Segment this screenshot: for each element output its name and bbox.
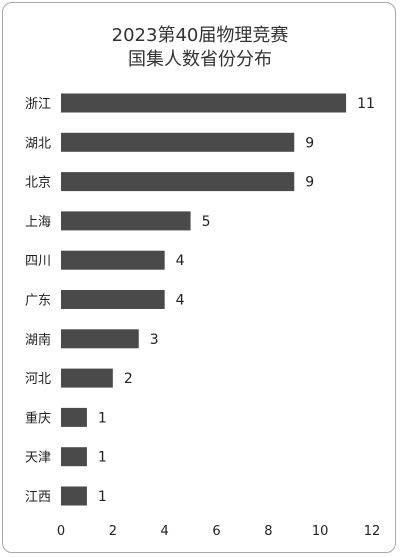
chart-title-line-2: 国集人数省份分布: [128, 49, 272, 70]
chart-title-line-1: 2023第40届物理竞赛: [112, 25, 289, 46]
data-label: 2: [124, 371, 133, 387]
bar: [61, 329, 139, 349]
data-label: 1: [98, 410, 107, 426]
data-label: 3: [150, 332, 159, 348]
data-label: 4: [176, 253, 185, 269]
category-label: 上海: [25, 215, 51, 230]
x-tick-label: 10: [312, 524, 329, 539]
bar: [61, 368, 113, 388]
category-label: 湖南: [25, 332, 51, 348]
x-tick-label: 4: [161, 524, 169, 539]
bars-group: 浙江 11 湖北 9 北京 9 上海 5 四川 4 广东 4 湖南 3 河北 2 重庆 1 天津 1 江西 1: [25, 93, 375, 506]
bar: [61, 93, 347, 113]
category-label: 江西: [25, 490, 51, 505]
category-label: 广东: [25, 294, 51, 309]
category-label: 湖北: [25, 136, 51, 151]
bar: [61, 211, 191, 231]
bar: [61, 447, 87, 467]
data-label: 4: [176, 293, 185, 309]
data-label: 9: [305, 135, 314, 151]
category-label: 天津: [25, 451, 51, 466]
data-label: 5: [202, 214, 211, 230]
bar: [61, 290, 165, 309]
category-label: 河北: [25, 372, 51, 387]
x-axis: 0 2 4 6 8 10 12: [57, 524, 380, 539]
category-label: 重庆: [25, 410, 51, 426]
x-tick-label: 0: [57, 524, 65, 539]
bar: [61, 132, 295, 152]
category-label: 浙江: [25, 97, 51, 112]
data-label: 11: [357, 96, 375, 112]
bar: [61, 172, 295, 192]
bar: [61, 486, 87, 506]
x-tick-label: 8: [264, 524, 272, 539]
bar: [61, 407, 87, 427]
category-label: 四川: [25, 254, 51, 269]
data-label: 9: [305, 175, 314, 191]
x-tick-label: 6: [212, 524, 220, 539]
data-label: 1: [98, 450, 107, 466]
x-tick-label: 12: [364, 524, 381, 539]
category-label: 北京: [25, 176, 51, 191]
x-tick-label: 2: [109, 524, 117, 539]
bar: [61, 250, 165, 270]
data-label: 1: [98, 489, 107, 505]
